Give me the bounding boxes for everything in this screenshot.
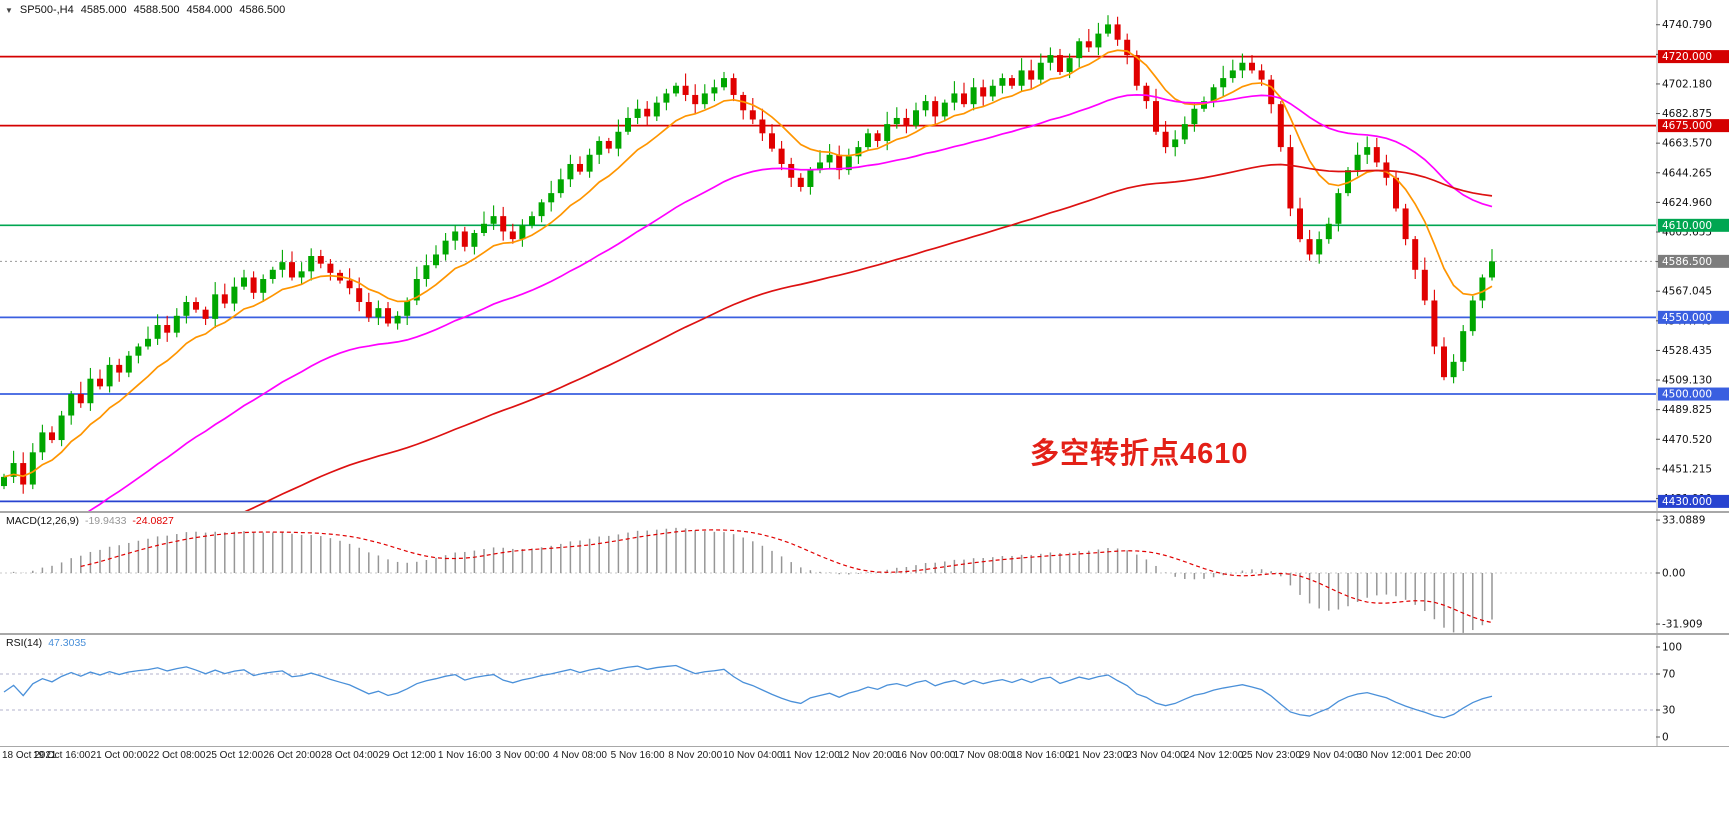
svg-text:4451.215: 4451.215 bbox=[1662, 463, 1712, 475]
time-label: 28 Oct 04:00 bbox=[320, 750, 379, 761]
time-label: 29 Oct 12:00 bbox=[378, 750, 436, 761]
time-label: 16 Nov 00:00 bbox=[895, 750, 956, 761]
ohlc-low: 4584.000 bbox=[186, 4, 233, 16]
svg-text:4528.435: 4528.435 bbox=[1662, 345, 1712, 357]
time-label: 17 Nov 08:00 bbox=[953, 750, 1013, 761]
svg-text:0: 0 bbox=[1662, 732, 1669, 744]
time-label: 21 Oct 00:00 bbox=[90, 750, 148, 761]
symbol-bar: ▼ SP500-,H4 4585.000 4588.500 4584.000 4… bbox=[5, 4, 285, 16]
time-label: 21 Nov 23:00 bbox=[1068, 750, 1129, 761]
time-label: 22 Oct 08:00 bbox=[148, 750, 206, 761]
svg-text:4644.265: 4644.265 bbox=[1662, 167, 1712, 179]
time-label: 18 Oct 2021 bbox=[2, 750, 57, 761]
time-label: 10 Nov 04:00 bbox=[723, 750, 783, 761]
macd-panel[interactable]: 33.0889 0.00 -31.909 bbox=[0, 512, 1729, 634]
svg-text:0.00: 0.00 bbox=[1662, 568, 1685, 580]
macd-caption: MACD(12,26,9) -19.9433 -24.0827 bbox=[6, 515, 174, 527]
level-lines bbox=[0, 55, 1656, 503]
rsi-name: RSI(14) bbox=[6, 637, 43, 649]
svg-text:4489.825: 4489.825 bbox=[1662, 404, 1712, 416]
svg-text:4586.500: 4586.500 bbox=[1662, 256, 1712, 268]
level-price-labels: 4720.000 4675.000 4610.000 4550.000 4500.000… bbox=[1658, 50, 1729, 508]
time-label: 1 Nov 16:00 bbox=[437, 750, 492, 761]
svg-text:4624.960: 4624.960 bbox=[1662, 197, 1712, 209]
svg-text:4567.045: 4567.045 bbox=[1662, 286, 1712, 298]
svg-text:4702.180: 4702.180 bbox=[1662, 78, 1712, 90]
svg-text:4720.000: 4720.000 bbox=[1662, 51, 1712, 63]
macd-signal-value: -24.0827 bbox=[132, 515, 174, 527]
svg-text:33.0889: 33.0889 bbox=[1662, 515, 1705, 527]
ohlc-close: 4586.500 bbox=[239, 4, 286, 16]
svg-text:4610.000: 4610.000 bbox=[1662, 220, 1712, 232]
svg-text:4663.570: 4663.570 bbox=[1662, 138, 1712, 150]
svg-text:100: 100 bbox=[1662, 642, 1682, 654]
mid-ma-line bbox=[86, 94, 1493, 512]
time-label: 24 Nov 12:00 bbox=[1183, 750, 1244, 761]
svg-text:4682.875: 4682.875 bbox=[1662, 108, 1712, 120]
macd-name: MACD(12,26,9) bbox=[6, 515, 79, 527]
rsi-panel[interactable]: 100 70 30 0 bbox=[0, 634, 1729, 746]
svg-text:-31.909: -31.909 bbox=[1662, 619, 1703, 631]
time-label: 11 Nov 12:00 bbox=[781, 750, 840, 761]
time-label: 26 Oct 20:00 bbox=[263, 750, 321, 761]
svg-text:4550.000: 4550.000 bbox=[1662, 312, 1712, 324]
svg-text:4675.000: 4675.000 bbox=[1662, 120, 1712, 132]
svg-text:4470.520: 4470.520 bbox=[1662, 434, 1712, 446]
time-label: 30 Nov 12:00 bbox=[1356, 750, 1417, 761]
time-label: 29 Nov 04:00 bbox=[1299, 750, 1359, 761]
svg-text:4740.790: 4740.790 bbox=[1662, 19, 1712, 31]
svg-text:4430.000: 4430.000 bbox=[1662, 496, 1712, 508]
time-label: 18 Nov 16:00 bbox=[1011, 750, 1071, 761]
rsi-value: 47.3035 bbox=[48, 637, 87, 649]
time-label: 4 Nov 08:00 bbox=[553, 750, 607, 761]
fast-ma-line bbox=[3, 49, 1493, 478]
time-label: 23 Nov 04:00 bbox=[1126, 750, 1186, 761]
rsi-line bbox=[3, 664, 1493, 719]
expander-icon[interactable]: ▼ bbox=[5, 5, 13, 15]
slow-ma-line bbox=[242, 163, 1493, 512]
symbol-title: SP500-,H4 bbox=[19, 4, 74, 16]
time-label: 3 Nov 00:00 bbox=[495, 750, 550, 761]
time-label: 19 Oct 16:00 bbox=[32, 750, 91, 761]
time-label: 1 Dec 20:00 bbox=[1417, 750, 1471, 761]
macd-main-value: -19.9433 bbox=[84, 515, 127, 527]
rsi-caption: RSI(14) 47.3035 bbox=[6, 637, 86, 649]
svg-text:30: 30 bbox=[1662, 705, 1675, 717]
chart-annotation-text: 多空转折点4610 bbox=[1030, 438, 1249, 470]
time-label: 8 Nov 20:00 bbox=[668, 750, 723, 761]
time-label: 25 Nov 23:00 bbox=[1241, 750, 1301, 761]
time-label: 5 Nov 16:00 bbox=[610, 750, 665, 761]
candles bbox=[1, 15, 1495, 494]
svg-text:70: 70 bbox=[1662, 669, 1675, 681]
time-axis[interactable]: 18 Oct 2021 19 Oct 16:00 21 Oct 00:00 22 Oc… bbox=[0, 746, 1729, 769]
main-price-chart[interactable]: 4740.7904721.4854702.1804682.8754663.570… bbox=[0, 0, 1729, 512]
time-label: 12 Nov 20:00 bbox=[838, 750, 898, 761]
time-label: 25 Oct 12:00 bbox=[205, 750, 264, 761]
macd-signal-line bbox=[80, 529, 1493, 624]
svg-text:4509.130: 4509.130 bbox=[1662, 375, 1712, 387]
current-price-label bbox=[1658, 254, 1729, 268]
svg-text:4500.000: 4500.000 bbox=[1662, 389, 1712, 401]
ohlc-open: 4585.000 bbox=[80, 4, 127, 16]
ohlc-high: 4588.500 bbox=[133, 4, 180, 16]
